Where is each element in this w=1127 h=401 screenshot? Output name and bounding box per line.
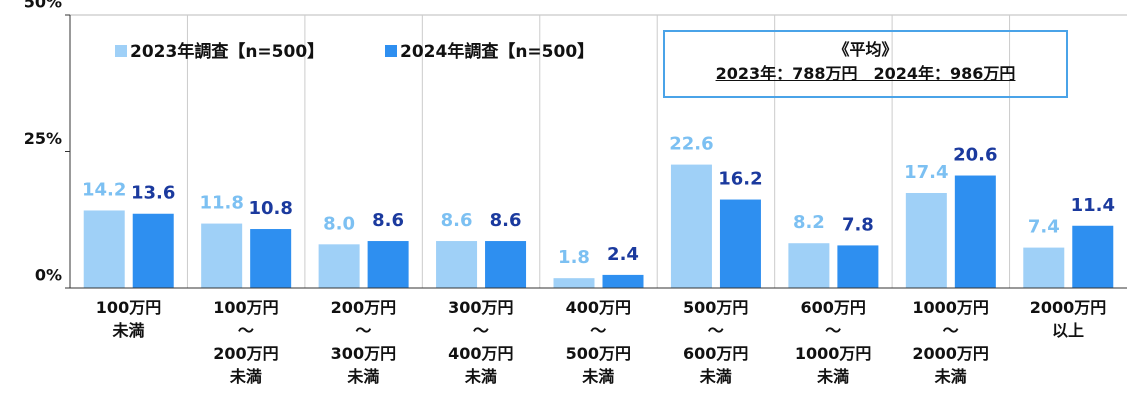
bar bbox=[719, 199, 761, 288]
value-label: 10.8 bbox=[248, 198, 292, 219]
legend-swatch bbox=[385, 45, 397, 57]
value-label: 7.8 bbox=[842, 214, 874, 235]
value-label: 8.0 bbox=[323, 213, 355, 234]
value-label: 1.8 bbox=[558, 247, 590, 268]
value-label: 8.6 bbox=[441, 210, 473, 231]
x-tick-label: 400万円 ～ 500万円 未満 bbox=[565, 298, 631, 386]
bar bbox=[132, 213, 174, 288]
value-label: 7.4 bbox=[1028, 217, 1060, 238]
bar bbox=[1072, 225, 1114, 288]
value-label: 20.6 bbox=[953, 145, 997, 166]
x-tick-label: 200万円 ～ 300万円 未満 bbox=[330, 298, 397, 386]
value-label: 14.2 bbox=[82, 179, 126, 200]
legend-label: 2024年調査【n=500】 bbox=[400, 41, 594, 62]
bar bbox=[954, 175, 996, 288]
x-tick-label: 100万円 未満 bbox=[95, 298, 162, 340]
bar bbox=[250, 229, 292, 288]
bar bbox=[837, 245, 879, 288]
annotation-title: 《平均》 bbox=[833, 40, 898, 59]
x-tick-label: 1000万円 ～ 2000万円 未満 bbox=[912, 298, 989, 386]
bar bbox=[602, 274, 644, 288]
value-label: 11.8 bbox=[199, 193, 243, 214]
value-label: 8.6 bbox=[490, 210, 522, 231]
x-tick-label: 100万円 ～ 200万円 未満 bbox=[213, 298, 279, 386]
bar bbox=[485, 241, 527, 288]
y-tick-label: 25% bbox=[24, 129, 62, 148]
average-box: 《平均》 2023年：788万円 2024年：986万円 bbox=[663, 30, 1068, 98]
value-label: 17.4 bbox=[904, 162, 948, 183]
value-label: 11.4 bbox=[1071, 195, 1115, 216]
value-label: 13.6 bbox=[131, 183, 175, 204]
legend-swatch bbox=[115, 45, 127, 57]
y-tick-label: 0% bbox=[35, 266, 62, 285]
legend-label: 2023年調査【n=500】 bbox=[130, 41, 324, 62]
x-tick-label: 500万円 ～ 600万円 未満 bbox=[683, 298, 749, 386]
value-label: 16.2 bbox=[718, 169, 762, 190]
bar bbox=[553, 278, 595, 288]
value-label: 22.6 bbox=[669, 134, 713, 155]
annotation-text: 2023年：788万円 2024年：986万円 bbox=[715, 64, 1016, 83]
bar bbox=[367, 241, 409, 288]
bar bbox=[670, 164, 712, 288]
y-tick-label: 50% bbox=[24, 0, 62, 12]
x-tick-label: 600万円 ～ 1000万円 未満 bbox=[794, 298, 872, 386]
value-label: 8.6 bbox=[372, 210, 404, 231]
bar bbox=[318, 244, 360, 288]
bar bbox=[436, 241, 478, 288]
x-tick-label: 300万円 ～ 400万円 未満 bbox=[448, 298, 514, 386]
x-tick-label: 2000万円 以上 bbox=[1029, 298, 1107, 340]
bar bbox=[788, 243, 830, 288]
bar bbox=[83, 210, 125, 288]
bar bbox=[905, 192, 947, 288]
value-label: 2.4 bbox=[607, 244, 639, 265]
value-label: 8.2 bbox=[793, 212, 825, 233]
bar bbox=[1023, 247, 1065, 288]
bar bbox=[201, 223, 243, 288]
